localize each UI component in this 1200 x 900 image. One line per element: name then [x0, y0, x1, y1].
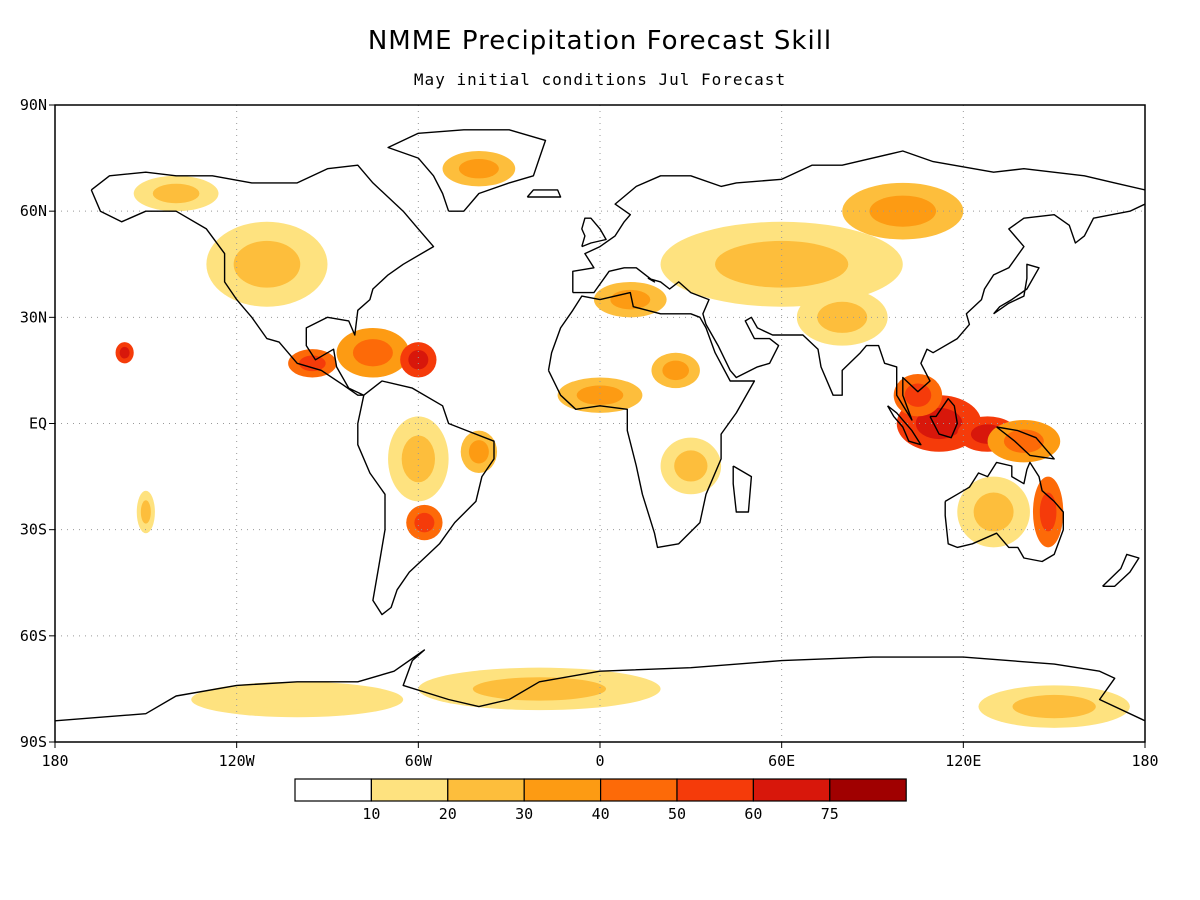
skill-region-core [472, 677, 607, 701]
coastline [581, 217, 607, 248]
graticule [55, 105, 1145, 742]
lat-label: 60N [20, 202, 47, 220]
colorbar-swatch [676, 778, 755, 802]
colorbar-label: 20 [439, 805, 457, 823]
lon-label: 180 [41, 752, 68, 770]
skill-region-core [1039, 492, 1057, 532]
lon-label: 120E [945, 752, 981, 770]
colorbar-swatch [752, 778, 831, 802]
coastline [357, 380, 495, 616]
coastline [944, 461, 1065, 563]
skill-region-core [352, 339, 393, 367]
lon-label: 180 [1131, 752, 1158, 770]
lat-label: EQ [29, 415, 47, 433]
skill-region-core [233, 240, 301, 288]
colorbar-label: 30 [515, 805, 533, 823]
skill-region-core [1012, 694, 1096, 719]
longitude-labels: 180 120W 60W 0 60E 120E 180 [41, 742, 1159, 770]
coastline [526, 189, 562, 198]
coastline [572, 203, 1145, 421]
skill-region-core [414, 512, 435, 533]
lat-label: 30S [20, 521, 47, 539]
lat-label: 60S [20, 627, 47, 645]
colorbar-label: 60 [744, 805, 762, 823]
skill-region-core [468, 440, 489, 464]
coastline [886, 405, 922, 446]
lon-label: 0 [595, 752, 604, 770]
skill-region-core [119, 346, 130, 359]
skill-region-core [1003, 429, 1044, 453]
lon-label: 60E [768, 752, 795, 770]
skill-region-core [408, 350, 429, 370]
colorbar-label: 50 [668, 805, 686, 823]
skill-region-core [662, 360, 690, 381]
skill-region-core [140, 500, 151, 524]
coastline [55, 649, 1145, 722]
lon-label: 120W [219, 752, 256, 770]
colorbar [294, 778, 907, 802]
lat-label: 90S [20, 733, 47, 751]
colorbar-swatch [523, 778, 602, 802]
colorbar-label: 40 [592, 805, 610, 823]
coastline [1102, 553, 1140, 587]
colorbar-swatch [370, 778, 449, 802]
coastline [90, 164, 435, 396]
skill-region-core [904, 383, 932, 407]
colorbar-swatch [447, 778, 525, 802]
coastlines [55, 129, 1145, 722]
skill-region-core [915, 407, 963, 440]
coastline [732, 465, 753, 513]
coastline [572, 150, 1145, 293]
skill-shading [115, 151, 1130, 728]
colorbar-swatch [294, 778, 373, 802]
colorbar-label: 75 [821, 805, 839, 823]
latitude-labels: 90N 60N 30N EQ 30S 60S 90S [20, 96, 55, 751]
coastline [993, 263, 1040, 315]
colorbar-label: 10 [362, 805, 380, 823]
skill-region-core [458, 158, 499, 179]
skill-region-core [869, 195, 937, 227]
coastline [547, 291, 756, 549]
colorbar-swatch [599, 778, 678, 802]
colorbar-labels: 10 20 30 40 50 60 75 [362, 805, 838, 823]
skill-region-core [674, 450, 708, 482]
coastline [929, 398, 958, 439]
lat-label: 90N [20, 96, 47, 114]
skill-region-core [576, 385, 624, 405]
coastline [996, 426, 1055, 460]
skill-region-core [973, 492, 1014, 532]
skill-region-core [401, 435, 435, 483]
skill-region-core [715, 240, 849, 288]
skill-region-core [238, 689, 356, 710]
skill-region-core [299, 355, 326, 372]
chart-subtitle: May initial conditions Jul Forecast [413, 70, 787, 89]
lon-label: 60W [405, 752, 433, 770]
skill-region-core [817, 301, 868, 333]
coastline [387, 129, 547, 212]
lat-label: 30N [20, 308, 47, 326]
chart-title: NMME Precipitation Forecast Skill [367, 26, 833, 56]
colorbar-swatch [829, 778, 907, 802]
skill-region-core [152, 183, 200, 204]
